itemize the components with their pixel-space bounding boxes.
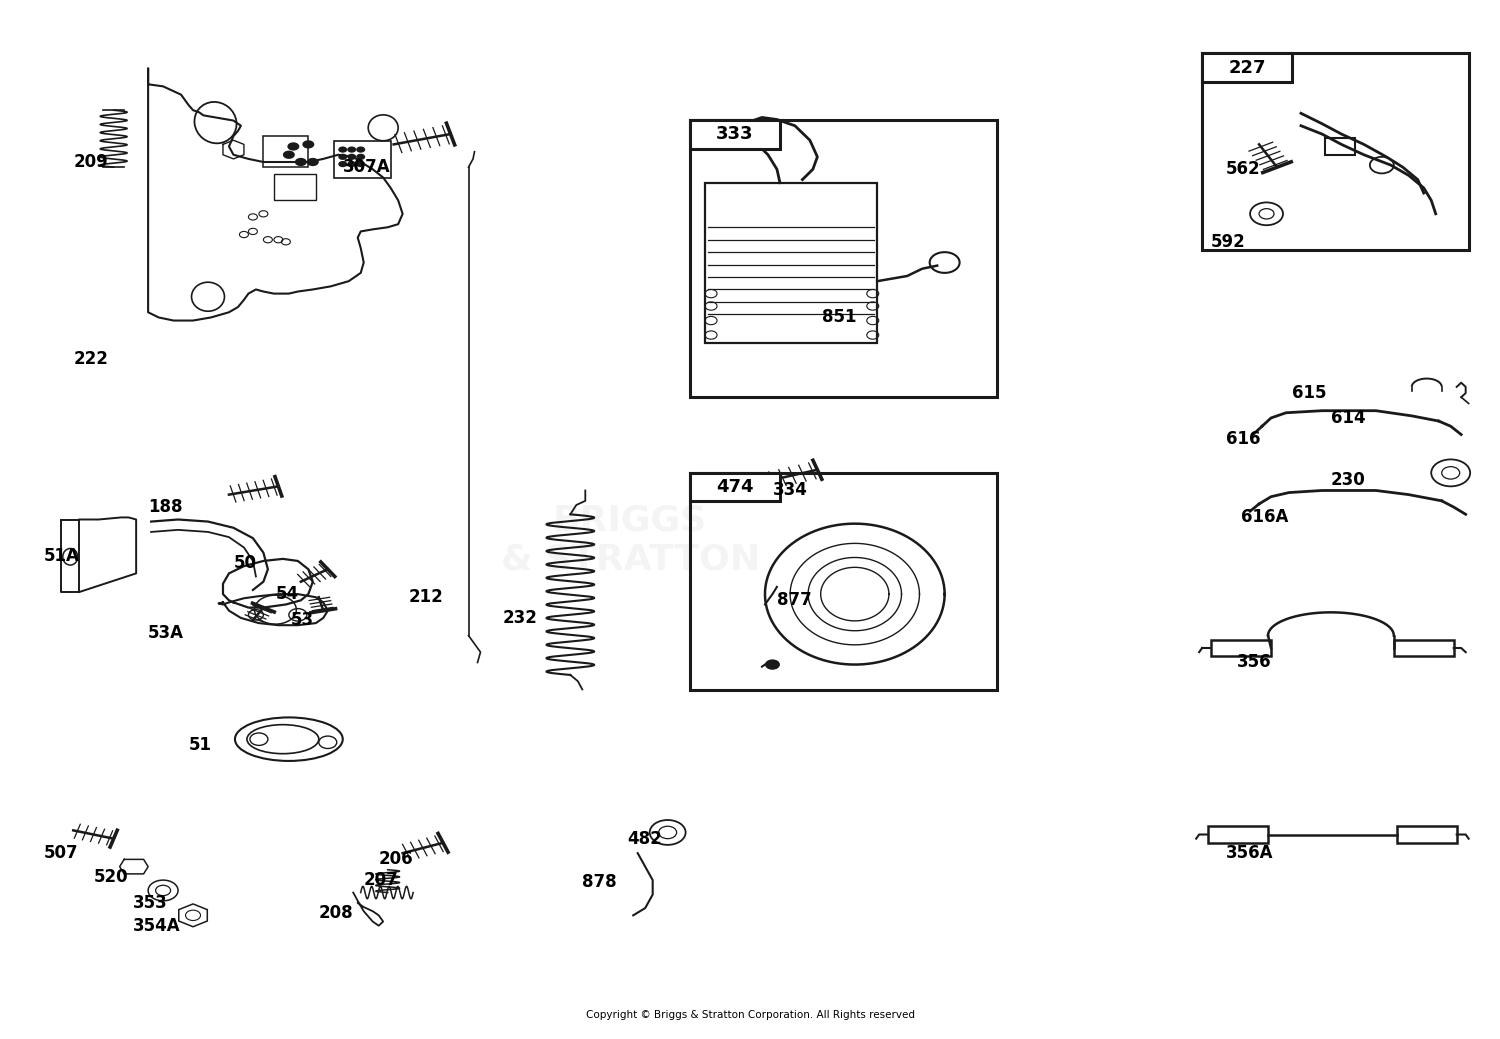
Bar: [1394, 640, 1454, 657]
Text: 520: 520: [94, 868, 129, 886]
Bar: [334, 141, 390, 178]
Text: 507: 507: [44, 844, 78, 862]
Circle shape: [346, 154, 355, 160]
Text: 482: 482: [627, 830, 662, 848]
Text: 208: 208: [320, 904, 354, 923]
Text: 356A: 356A: [1226, 844, 1274, 862]
Text: 353: 353: [134, 894, 168, 912]
Bar: [1202, 53, 1468, 250]
Text: 54: 54: [276, 585, 298, 603]
Text: 227: 227: [1228, 59, 1266, 77]
Text: 207: 207: [363, 871, 399, 889]
Text: 51: 51: [189, 737, 211, 754]
Bar: [274, 175, 316, 201]
Text: 615: 615: [1292, 384, 1326, 402]
Text: 188: 188: [148, 498, 183, 516]
Bar: [1208, 826, 1268, 843]
Bar: [264, 136, 309, 167]
Text: 53: 53: [291, 611, 314, 629]
Text: 333: 333: [717, 125, 754, 143]
Text: 51A: 51A: [44, 547, 80, 565]
Circle shape: [346, 146, 355, 153]
Text: BRIGGS
& STRATTON: BRIGGS & STRATTON: [501, 504, 760, 577]
Text: 474: 474: [717, 478, 754, 497]
Bar: [1210, 640, 1270, 657]
Circle shape: [339, 146, 346, 153]
Circle shape: [339, 154, 346, 160]
Text: 592: 592: [1210, 233, 1246, 250]
Circle shape: [296, 158, 307, 166]
Circle shape: [346, 161, 355, 167]
Text: Copyright © Briggs & Stratton Corporation. All Rights reserved: Copyright © Briggs & Stratton Corporatio…: [585, 1010, 915, 1020]
Text: 616A: 616A: [1240, 508, 1288, 527]
Text: 50: 50: [234, 554, 256, 572]
Text: 53A: 53A: [148, 624, 184, 642]
Bar: [690, 473, 780, 501]
Circle shape: [284, 151, 296, 159]
Text: 878: 878: [582, 873, 616, 891]
Circle shape: [339, 161, 346, 167]
Text: 232: 232: [503, 609, 538, 627]
Circle shape: [308, 158, 320, 166]
Text: 851: 851: [822, 309, 856, 326]
Text: 334: 334: [772, 481, 807, 500]
Text: 562: 562: [1226, 160, 1260, 179]
Text: 212: 212: [408, 588, 444, 606]
Text: 206: 206: [378, 850, 414, 869]
Circle shape: [765, 660, 780, 670]
Text: 230: 230: [1330, 471, 1365, 489]
Text: 356: 356: [1236, 654, 1270, 671]
Circle shape: [356, 146, 364, 153]
Circle shape: [303, 140, 315, 149]
Circle shape: [288, 142, 300, 151]
Bar: [690, 119, 998, 397]
Text: 354A: 354A: [134, 916, 182, 935]
Bar: [705, 183, 878, 343]
Bar: [1324, 138, 1354, 155]
Text: 307A: 307A: [344, 158, 390, 177]
Text: 222: 222: [74, 350, 108, 368]
Text: 209: 209: [74, 153, 108, 171]
Bar: [1202, 53, 1292, 82]
Text: 614: 614: [1330, 409, 1365, 427]
Bar: [1396, 826, 1456, 843]
Bar: [690, 473, 998, 691]
Circle shape: [356, 154, 364, 160]
Circle shape: [356, 161, 364, 167]
Text: 616: 616: [1226, 430, 1260, 448]
Text: 877: 877: [777, 591, 812, 609]
Bar: [690, 119, 780, 149]
